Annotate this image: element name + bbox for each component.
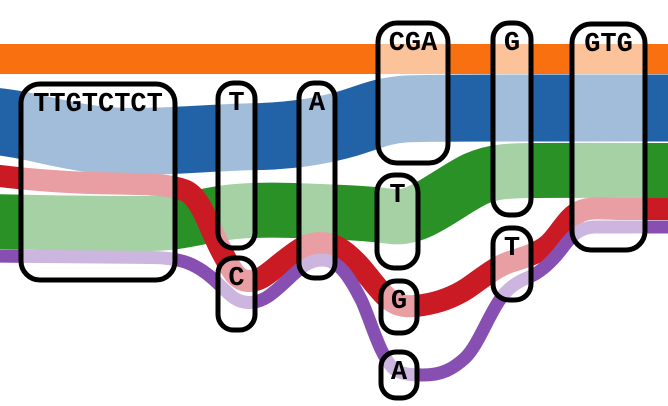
node-CGA — [375, 20, 451, 166]
node-T — [374, 172, 421, 271]
node-label-A: A — [309, 89, 326, 119]
node-TTGTCTCT — [18, 81, 178, 283]
node-label-TTGTCTCT: TTGTCTCT — [33, 90, 163, 120]
node-label-T: T — [504, 234, 520, 264]
node-C — [215, 255, 258, 333]
node-A — [378, 349, 420, 401]
node-label-T: T — [389, 181, 405, 211]
node-GTG — [569, 21, 648, 253]
node-G — [490, 20, 534, 218]
node-label-T: T — [228, 89, 244, 119]
node-label-G: G — [504, 29, 520, 59]
node-label-A: A — [391, 358, 408, 388]
node-G — [378, 278, 420, 336]
node-label-G: G — [391, 287, 407, 317]
node-label-C: C — [228, 264, 244, 294]
node-A — [296, 80, 338, 281]
node-T — [215, 80, 258, 251]
node-label-CGA: CGA — [389, 29, 438, 59]
node-T — [490, 225, 534, 303]
node-label-GTG: GTG — [584, 30, 633, 60]
